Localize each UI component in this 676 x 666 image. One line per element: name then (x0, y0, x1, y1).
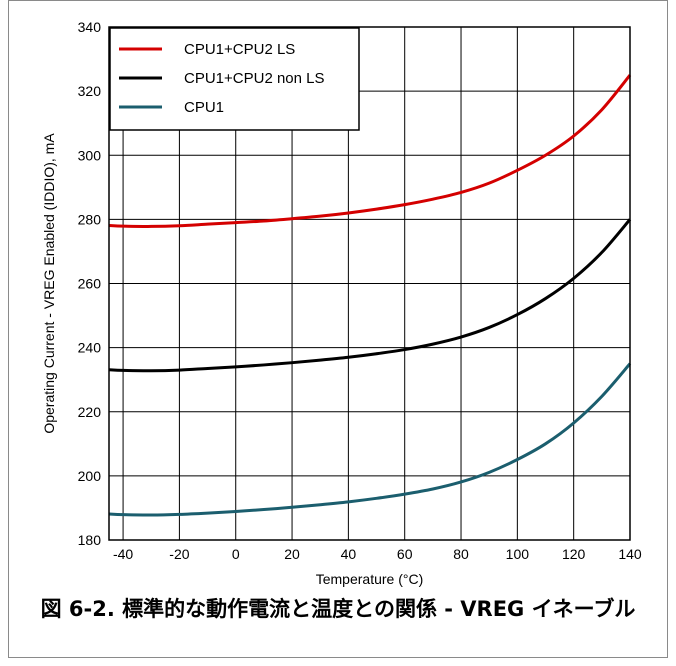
y-tick-label: 300 (78, 147, 102, 163)
x-tick-label: 120 (562, 546, 586, 562)
x-tick-label: 0 (232, 546, 240, 562)
series-lines (108, 74, 632, 517)
x-tick-label: 80 (453, 546, 469, 562)
legend: CPU1+CPU2 LS CPU1+CPU2 non LS CPU1 (109, 27, 360, 131)
x-tick-label: 100 (506, 546, 530, 562)
y-tick-label: 320 (78, 83, 102, 99)
series-line-0 (108, 74, 632, 228)
y-tick-label: 220 (78, 404, 102, 420)
legend-label: CPU1+CPU2 LS (184, 41, 295, 58)
y-tick-label: 280 (78, 211, 102, 227)
figure-frame (8, 0, 668, 658)
x-tick-label: 60 (397, 546, 413, 562)
x-tick-labels: -40 -20 0 20 40 60 80 100 120 140 (113, 546, 642, 562)
x-tick-label: -40 (113, 546, 133, 562)
x-tick-label: 140 (618, 546, 642, 562)
legend-label: CPU1+CPU2 non LS (184, 70, 325, 87)
y-tick-label: 260 (78, 276, 102, 292)
figure-caption: 図 6-2. 標準的な動作電流と温度との関係 - VREG イネーブル (40, 597, 636, 621)
line-chart: -40 -20 0 20 40 60 80 100 120 140 180 200 220 240 260… (41, 19, 642, 587)
y-tick-label: 340 (78, 19, 102, 35)
series-line-1 (108, 218, 632, 373)
x-tick-label: -20 (169, 546, 189, 562)
series-line-2 (108, 362, 632, 517)
y-axis-label: Operating Current - VREG Enabled (IDDIO)… (41, 133, 57, 434)
legend-label: CPU1 (184, 99, 224, 116)
plot-border (108, 26, 631, 541)
x-tick-label: 20 (284, 546, 300, 562)
y-tick-label: 240 (78, 340, 102, 356)
x-axis-label: Temperature (°C) (316, 571, 424, 587)
y-tick-label: 200 (78, 468, 102, 484)
x-tick-label: 40 (341, 546, 357, 562)
y-tick-label: 180 (78, 532, 102, 548)
y-tick-labels: 180 200 220 240 260 280 300 320 340 (78, 19, 102, 548)
